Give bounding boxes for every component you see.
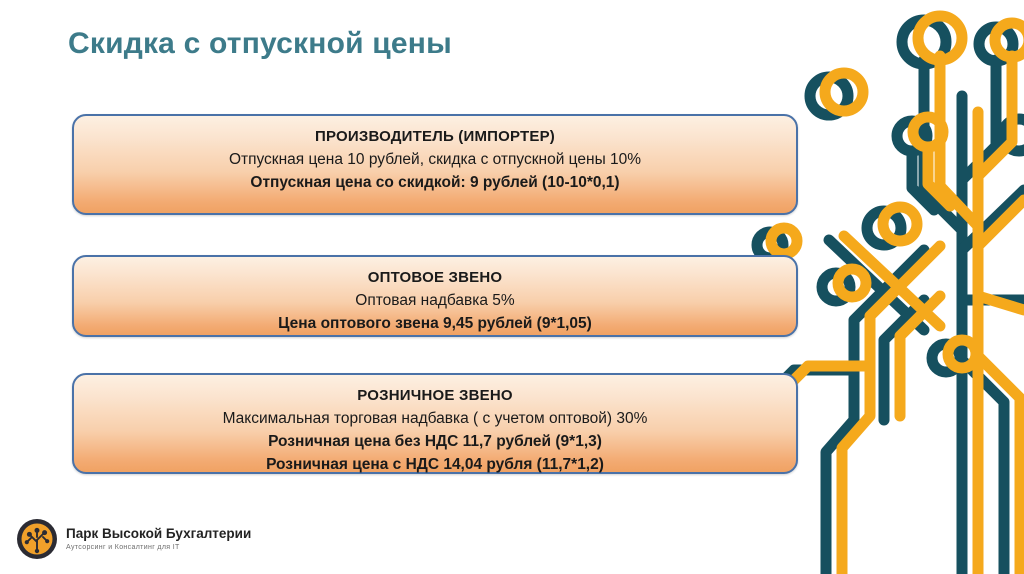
box-wholesale-heading: ОПТОВОЕ ЗВЕНО (367, 269, 503, 286)
footer-logo: Парк Высокой Бухгалтерии Аутсорсинг и Ко… (16, 518, 251, 560)
logo-tagline: Аутсорсинг и Консалтинг для IT (66, 544, 180, 551)
box-retail-heading: РОЗНИЧНОЕ ЗВЕНО (357, 387, 513, 404)
box-manufacturer-line-2: Отпускная цена со скидкой: 9 рублей (10-… (250, 174, 620, 191)
chain-box-wholesale: ОПТОВОЕ ЗВЕНО Оптовая надбавка 5% Цена о… (72, 255, 798, 337)
box-manufacturer-line-1: Отпускная цена 10 рублей, скидка с отпус… (228, 151, 642, 168)
box-retail-line-2: Розничная цена без НДС 11,7 рублей (9*1,… (268, 433, 602, 450)
circuit-tree-logo-icon (17, 519, 57, 559)
chain-box-manufacturer: ПРОИЗВОДИТЕЛЬ (ИМПОРТЕР) Отпускная цена … (72, 114, 798, 215)
box-retail-line-1: Максимальная торговая надбавка ( с учето… (222, 410, 648, 427)
box-retail-line-3: Розничная цена с НДС 14,04 рубля (11,7*1… (266, 456, 604, 473)
box-wholesale-line-1: Оптовая надбавка 5% (355, 292, 515, 309)
box-wholesale-line-2: Цена оптового звена 9,45 рублей (9*1,05) (278, 315, 592, 332)
box-manufacturer-heading: ПРОИЗВОДИТЕЛЬ (ИМПОРТЕР) (315, 128, 555, 145)
logo-text-wrap: Парк Высокой Бухгалтерии Аутсорсинг и Ко… (66, 526, 251, 552)
logo-title: Парк Высокой Бухгалтерии (66, 526, 252, 541)
chain-box-retail: РОЗНИЧНОЕ ЗВЕНО Максимальная торговая на… (72, 373, 798, 474)
page-title: Скидка с отпускной цены (68, 27, 452, 60)
